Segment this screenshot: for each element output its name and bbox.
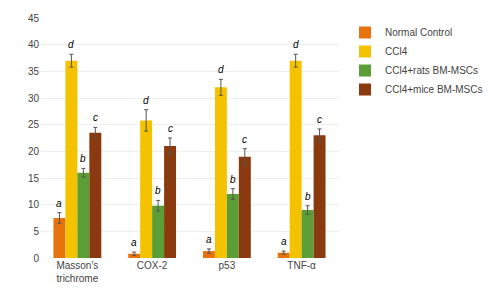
svg-text:a: a [131, 237, 137, 248]
svg-text:b: b [230, 174, 236, 185]
svg-text:COX-2: COX-2 [137, 260, 168, 271]
svg-text:Masson'strichrome: Masson'strichrome [56, 260, 98, 284]
svg-text:a: a [206, 234, 212, 245]
svg-text:b: b [305, 191, 311, 202]
svg-text:c: c [317, 114, 322, 125]
svg-text:25: 25 [28, 119, 40, 130]
svg-text:d: d [143, 95, 149, 106]
svg-text:a: a [56, 198, 62, 209]
svg-text:a: a [281, 236, 287, 247]
svg-text:TNF-α: TNF-α [287, 260, 316, 271]
svg-text:30: 30 [28, 93, 40, 104]
svg-text:d: d [293, 39, 299, 50]
svg-text:0: 0 [33, 253, 39, 264]
svg-text:45: 45 [28, 13, 40, 24]
svg-text:5: 5 [33, 226, 39, 237]
svg-text:10: 10 [28, 199, 40, 210]
svg-text:b: b [80, 153, 86, 164]
svg-text:20: 20 [28, 146, 40, 157]
svg-text:CCl4+rats BM-MSCs: CCl4+rats BM-MSCs [385, 65, 478, 76]
svg-text:40: 40 [28, 39, 40, 50]
svg-text:b: b [155, 185, 161, 196]
svg-text:c: c [168, 123, 173, 134]
svg-text:35: 35 [28, 66, 40, 77]
svg-text:c: c [242, 134, 247, 145]
svg-text:CCl4+mice BM-MSCs: CCl4+mice BM-MSCs [385, 84, 483, 95]
svg-text:p53: p53 [219, 260, 236, 271]
svg-text:c: c [93, 112, 98, 123]
svg-text:d: d [68, 39, 74, 50]
svg-text:15: 15 [28, 173, 40, 184]
svg-text:CCl4: CCl4 [385, 46, 408, 57]
svg-text:Normal Control: Normal Control [385, 27, 452, 38]
svg-text:d: d [218, 64, 224, 75]
